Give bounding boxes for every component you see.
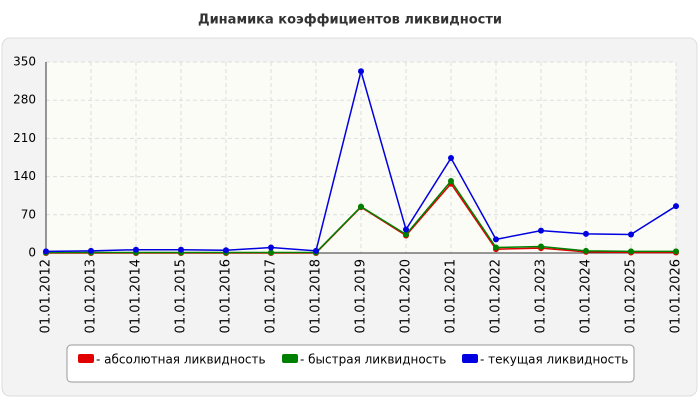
legend-swatch (78, 354, 94, 363)
x-tick-label: 01.01.2023 (534, 259, 549, 333)
y-tick-label: 210 (13, 131, 36, 145)
point (403, 231, 409, 238)
y-tick-label: 350 (13, 55, 36, 69)
x-tick-label: 01.01.2024 (579, 259, 594, 333)
point (268, 249, 274, 256)
y-tick-label: 70 (21, 207, 36, 221)
point (133, 246, 139, 253)
legend-label: - текущая ликвидность (480, 353, 628, 367)
x-tick-label: 01.01.2014 (129, 259, 144, 333)
point (358, 68, 364, 75)
point (448, 177, 454, 184)
point (673, 203, 679, 210)
x-tick-label: 01.01.2016 (219, 259, 234, 333)
point (448, 155, 454, 162)
x-tick-label: 01.01.2022 (489, 259, 504, 333)
x-tick-label: 01.01.2025 (624, 259, 639, 333)
point (493, 244, 499, 251)
x-tick-label: 01.01.2021 (444, 259, 459, 333)
legend-label: - быстрая ликвидность (300, 353, 446, 367)
point (673, 248, 679, 255)
x-tick-label: 01.01.2026 (669, 259, 684, 333)
point (538, 243, 544, 250)
point (178, 246, 184, 253)
x-tick-label: 01.01.2013 (84, 259, 99, 333)
y-tick-label: 140 (13, 169, 36, 183)
point (493, 236, 499, 243)
point (403, 226, 409, 233)
x-tick-label: 01.01.2020 (399, 259, 414, 333)
y-tick-label: 0 (28, 246, 36, 260)
point (313, 247, 319, 254)
point (628, 248, 634, 255)
point (583, 247, 589, 254)
y-tick-label: 280 (13, 93, 36, 107)
legend (66, 344, 635, 383)
point (358, 203, 364, 210)
legend-swatch (282, 354, 298, 363)
point (538, 227, 544, 234)
chart-title: Динамика коэффициентов ликвидности (198, 13, 502, 28)
x-tick-label: 01.01.2012 (39, 259, 54, 333)
x-tick-label: 01.01.2018 (309, 259, 324, 333)
point (583, 230, 589, 237)
point (268, 244, 274, 251)
x-tick-label: 01.01.2017 (264, 259, 279, 333)
legend-swatch (462, 354, 478, 363)
point (43, 248, 49, 255)
point (223, 247, 229, 254)
x-tick-label: 01.01.2019 (354, 259, 369, 333)
x-tick-label: 01.01.2015 (174, 259, 189, 333)
legend-label: - абсолютная ликвидность (96, 353, 266, 367)
point (88, 247, 94, 254)
point (628, 231, 634, 238)
